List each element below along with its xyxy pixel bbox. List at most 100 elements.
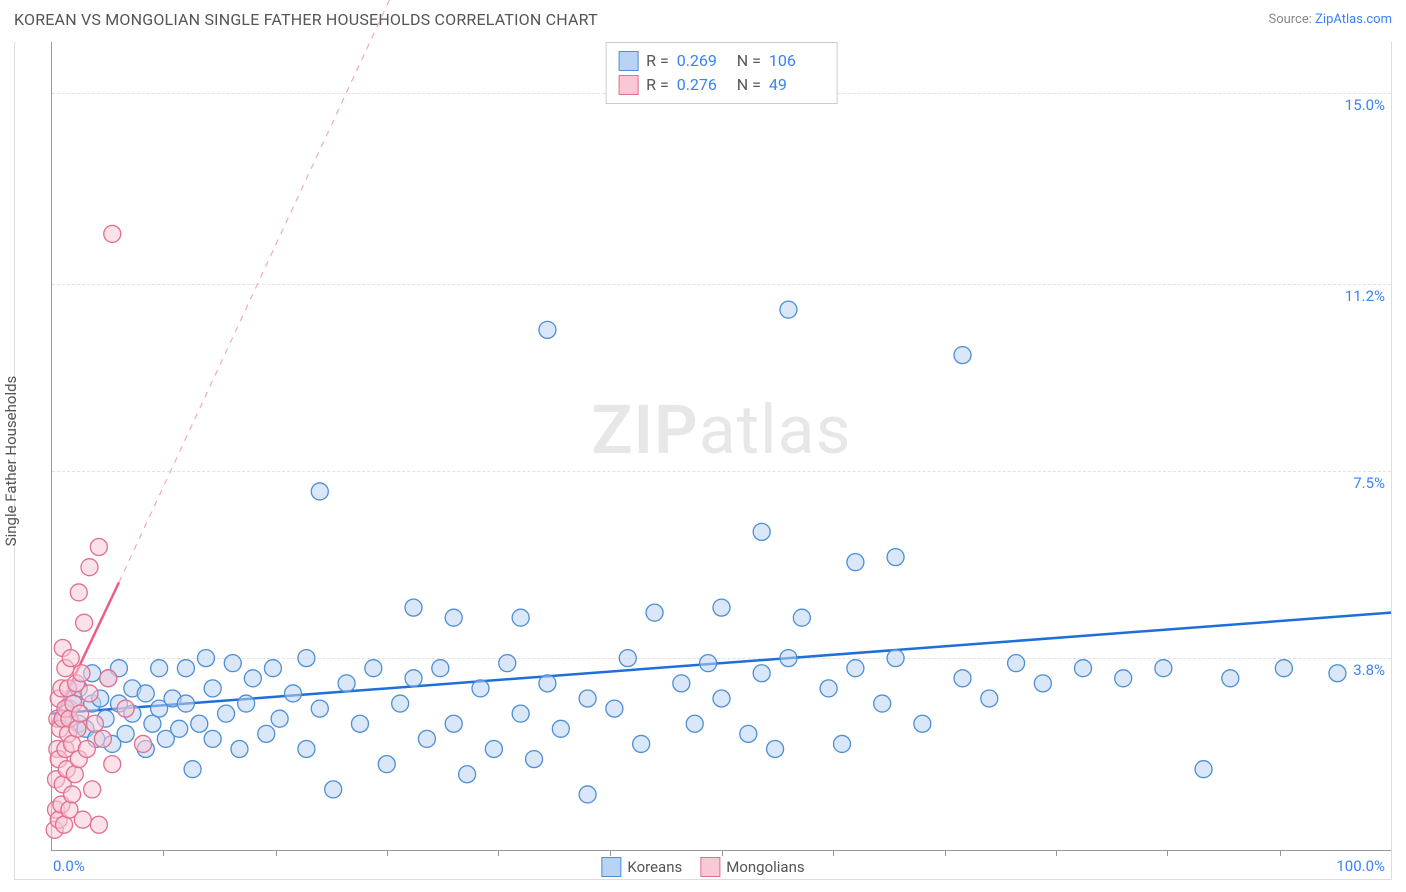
scatter-point-koreans [539, 321, 556, 338]
scatter-point-koreans [258, 725, 275, 742]
scatter-point-koreans [1008, 655, 1025, 672]
scatter-point-koreans [351, 715, 368, 732]
legend-swatch-pink [700, 857, 720, 877]
scatter-point-mongolians [70, 584, 87, 601]
scatter-point-koreans [847, 554, 864, 571]
scatter-point-koreans [459, 766, 476, 783]
x-tick [610, 850, 611, 856]
scatter-point-koreans [1195, 761, 1212, 778]
legend-correlation-row: R = 0.269 N = 106 [618, 49, 821, 73]
scatter-point-koreans [954, 347, 971, 364]
scatter-point-mongolians [86, 715, 103, 732]
scatter-point-koreans [686, 715, 703, 732]
x-max-label: 100.0% [1336, 857, 1385, 875]
scatter-point-koreans [606, 700, 623, 717]
chart-container: Single Father Households ZIPatlas R = 0.… [14, 42, 1392, 880]
scatter-point-koreans [981, 690, 998, 707]
scatter-point-koreans [713, 690, 730, 707]
scatter-point-koreans [285, 685, 302, 702]
scatter-point-koreans [579, 786, 596, 803]
scatter-point-koreans [887, 549, 904, 566]
scatter-point-koreans [1075, 660, 1092, 677]
scatter-point-koreans [887, 650, 904, 667]
scatter-point-koreans [780, 650, 797, 667]
scatter-point-koreans [1155, 660, 1172, 677]
scatter-point-mongolians [78, 741, 95, 758]
scatter-point-mongolians [90, 816, 107, 833]
x-tick [722, 850, 723, 856]
scatter-point-koreans [244, 670, 261, 687]
scatter-point-koreans [512, 705, 529, 722]
scatter-point-mongolians [135, 735, 152, 752]
scatter-point-koreans [224, 655, 241, 672]
scatter-point-koreans [700, 655, 717, 672]
scatter-point-koreans [713, 599, 730, 616]
scatter-point-koreans [512, 609, 529, 626]
scatter-point-koreans [311, 483, 328, 500]
x-tick [163, 850, 164, 856]
chart-title: KOREAN VS MONGOLIAN SINGLE FATHER HOUSEH… [14, 10, 598, 29]
scatter-point-koreans [673, 675, 690, 692]
scatter-point-koreans [820, 680, 837, 697]
scatter-point-mongolians [66, 766, 83, 783]
scatter-point-koreans [780, 301, 797, 318]
scatter-point-koreans [271, 710, 288, 727]
plot-area: ZIPatlas R = 0.269 N = 106 R = 0.276 N =… [51, 42, 1391, 851]
scatter-point-koreans [177, 695, 194, 712]
x-tick [276, 850, 277, 856]
source-link[interactable]: ZipAtlas.com [1315, 12, 1392, 27]
x-tick [1167, 850, 1168, 856]
scatter-point-koreans [1275, 660, 1292, 677]
trend-line [119, 0, 440, 582]
chart-header: KOREAN VS MONGOLIAN SINGLE FATHER HOUSEH… [0, 0, 1406, 35]
scatter-point-mongolians [64, 786, 81, 803]
scatter-point-koreans [191, 715, 208, 732]
scatter-point-koreans [171, 720, 188, 737]
scatter-point-koreans [914, 715, 931, 732]
scatter-point-mongolians [81, 685, 98, 702]
scatter-point-mongolians [73, 665, 90, 682]
legend-series: Koreans Mongolians [601, 857, 804, 877]
scatter-point-koreans [392, 695, 409, 712]
scatter-point-koreans [418, 730, 435, 747]
scatter-point-koreans [204, 730, 221, 747]
scatter-point-koreans [445, 609, 462, 626]
source-attribution: Source: ZipAtlas.com [1268, 12, 1392, 27]
scatter-point-koreans [552, 720, 569, 737]
scatter-point-koreans [137, 685, 154, 702]
scatter-point-koreans [767, 741, 784, 758]
legend-item-koreans: Koreans [601, 857, 682, 877]
x-tick [498, 850, 499, 856]
scatter-point-koreans [579, 690, 596, 707]
scatter-point-koreans [238, 695, 255, 712]
scatter-svg [52, 42, 1391, 850]
scatter-point-mongolians [104, 225, 121, 242]
scatter-point-koreans [472, 680, 489, 697]
scatter-point-koreans [177, 660, 194, 677]
scatter-point-koreans [184, 761, 201, 778]
scatter-point-koreans [151, 660, 168, 677]
scatter-point-koreans [499, 655, 516, 672]
scatter-point-koreans [325, 781, 342, 798]
scatter-point-koreans [365, 660, 382, 677]
scatter-point-mongolians [117, 700, 134, 717]
scatter-point-koreans [432, 660, 449, 677]
scatter-point-koreans [1329, 665, 1346, 682]
scatter-point-koreans [847, 660, 864, 677]
legend-swatch-blue [601, 857, 621, 877]
scatter-point-mongolians [72, 705, 89, 722]
scatter-point-koreans [834, 735, 851, 752]
scatter-point-koreans [793, 609, 810, 626]
scatter-point-koreans [197, 650, 214, 667]
scatter-point-koreans [445, 715, 462, 732]
scatter-point-koreans [298, 741, 315, 758]
x-tick [1280, 850, 1281, 856]
scatter-point-mongolians [90, 539, 107, 556]
scatter-point-mongolians [76, 614, 93, 631]
scatter-point-koreans [338, 675, 355, 692]
x-min-label: 0.0% [53, 857, 85, 875]
scatter-point-koreans [405, 599, 422, 616]
x-tick [387, 850, 388, 856]
scatter-point-koreans [1222, 670, 1239, 687]
scatter-point-koreans [117, 725, 134, 742]
